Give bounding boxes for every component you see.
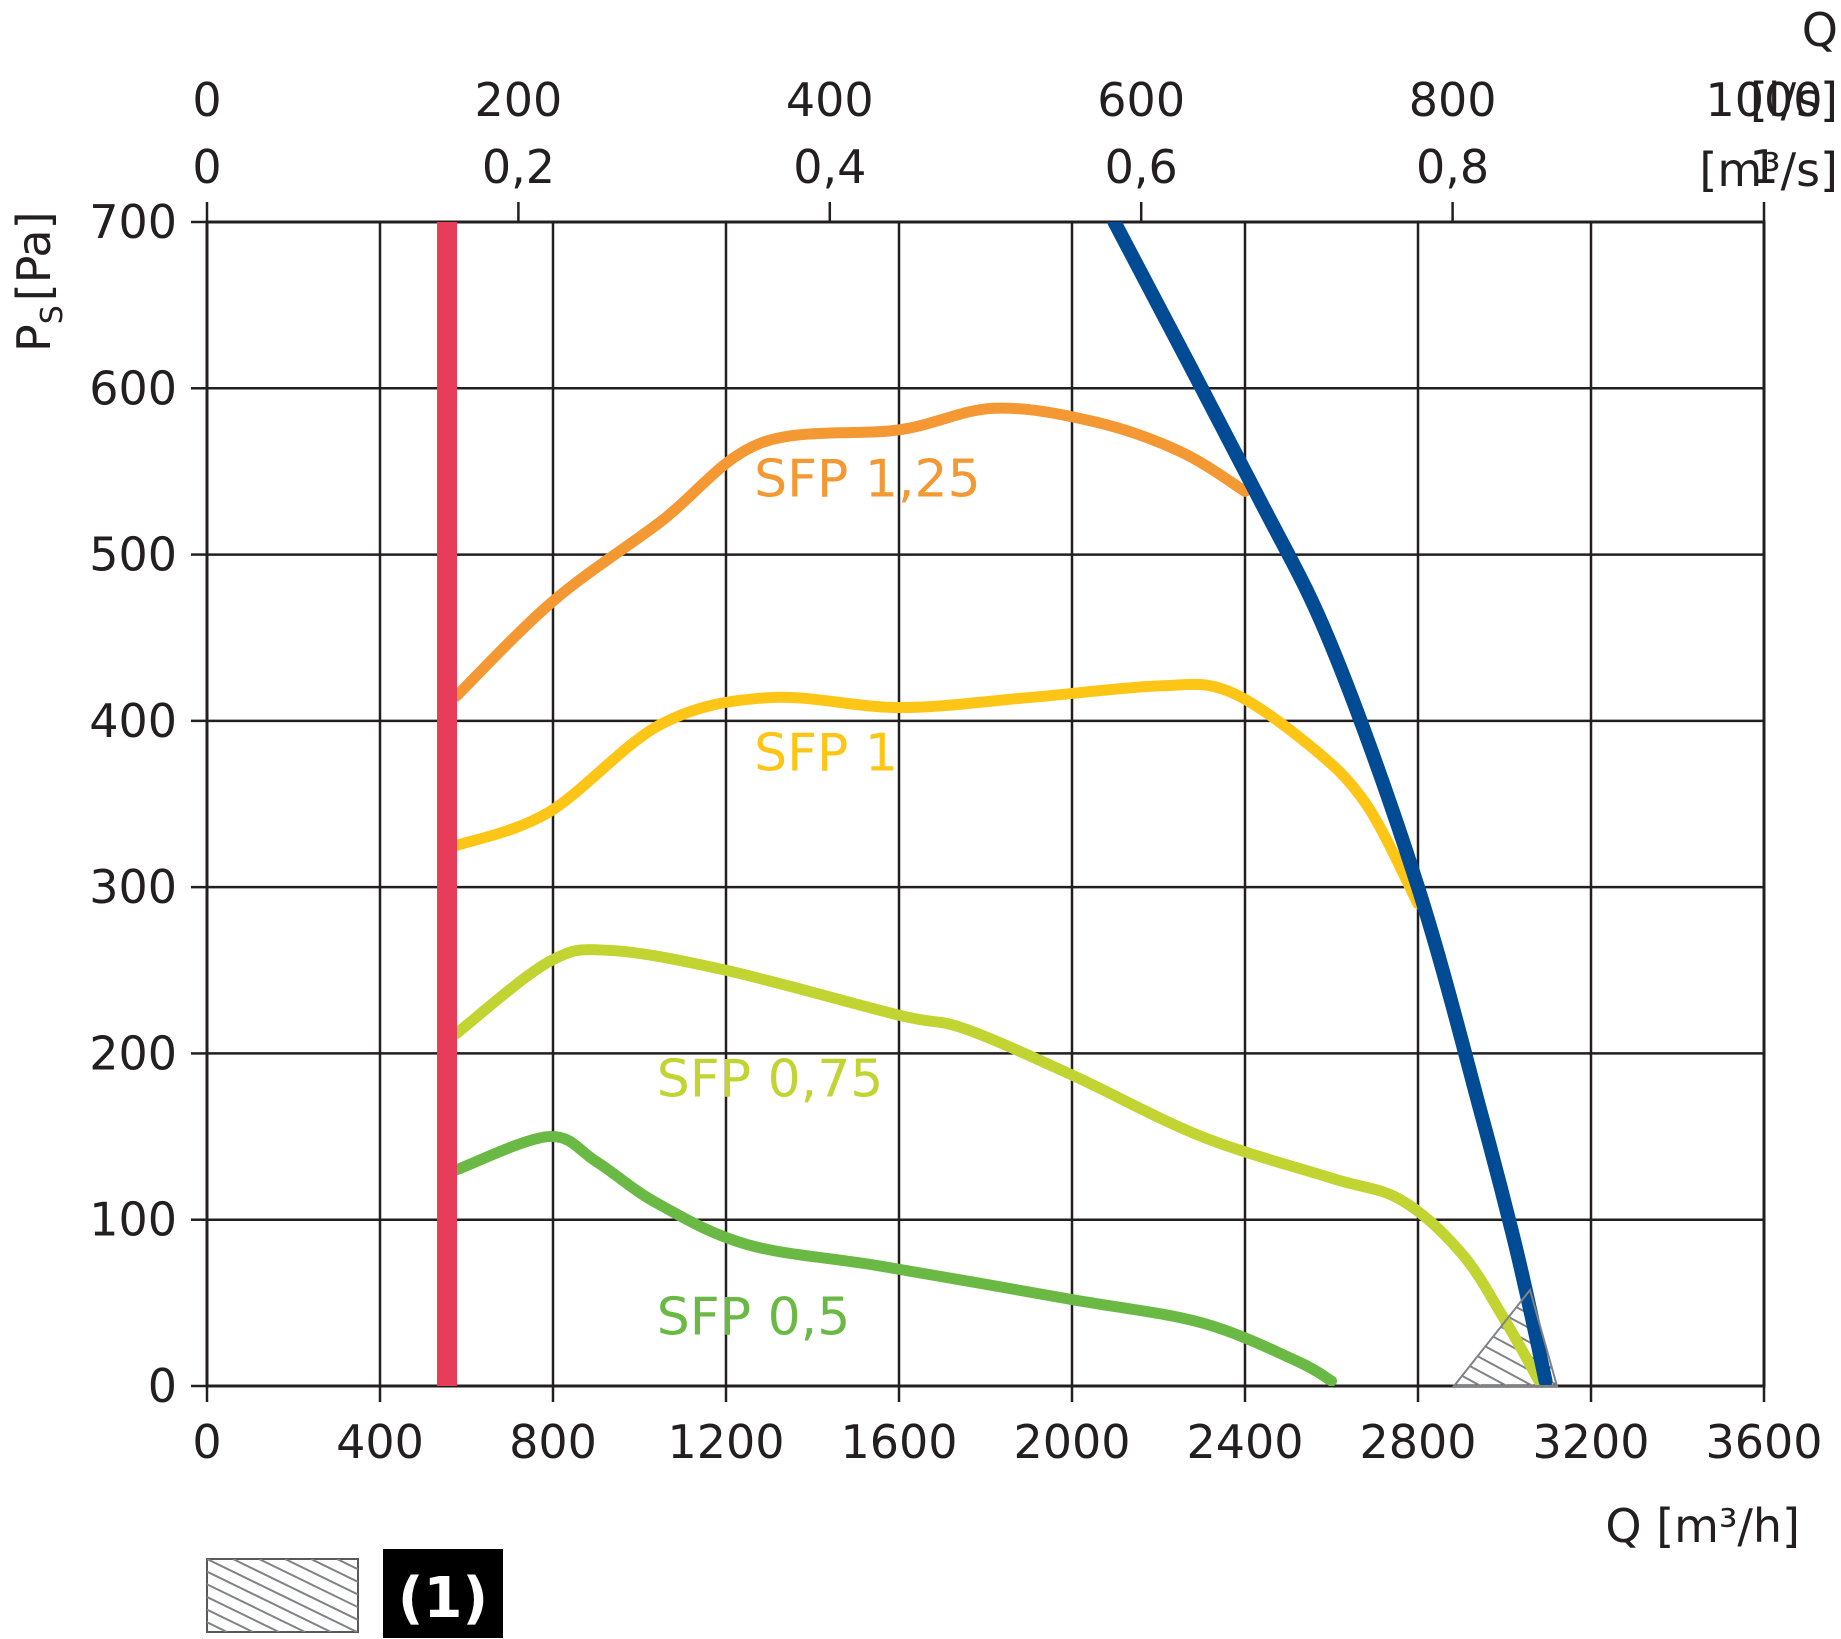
legend-hatch-line [284, 1559, 358, 1596]
series-labels: SFP 1,25 SFP 1 SFP 0,75 SFP 0,5 [657, 449, 981, 1347]
label-sfp-1-25: SFP 1,25 [754, 449, 981, 509]
top-ls-tick-label: 0 [192, 73, 221, 127]
curves [437, 222, 1553, 1386]
legend-hatch-line [207, 1583, 306, 1632]
legend-note-box [383, 1549, 503, 1638]
legend-hatch-line [258, 1559, 358, 1609]
top-ls-tick-label: 1000 [1705, 73, 1822, 127]
y-tick-label: 400 [89, 694, 177, 748]
legend-note-label: (1) [398, 1566, 488, 1631]
top-m3s-tick-label: 1 [1749, 140, 1778, 194]
x-tick-label: 1200 [667, 1415, 784, 1469]
label-sfp-1: SFP 1 [754, 724, 898, 784]
y-tick-label: 200 [89, 1026, 177, 1080]
top-m3s-tick-label: 0 [192, 140, 221, 194]
legend-hatch-line [310, 1559, 358, 1583]
y-axis-label-unit: [Pa] [7, 211, 61, 301]
top-axis-q-label: Q [1802, 3, 1838, 57]
legend-hatch-line [207, 1595, 280, 1632]
series-sfp-0-5 [451, 1131, 1337, 1386]
x-tick-label: 800 [509, 1415, 597, 1469]
top-axis-ls-unit: [l/s] [1750, 73, 1838, 127]
plot-frame [205, 220, 1766, 1388]
y-axis-label-main: P [7, 324, 61, 352]
top-m3s-tick-label: 0,6 [1105, 140, 1178, 194]
top-m3s-tick-label: 0,8 [1416, 140, 1489, 194]
legend-hatch-line [207, 1621, 228, 1632]
legend-hatch-lines [51, 1559, 358, 1632]
svg-text:PS[Pa]: PS [Pa] [7, 211, 70, 352]
x-tick-label: 400 [336, 1415, 424, 1469]
x-tick-label: 2800 [1359, 1415, 1476, 1469]
top-ls-tick-label: 200 [474, 73, 562, 127]
top-ls-tick-label: 600 [1097, 73, 1185, 127]
top-axis-m3s-unit: [m³/s] [1699, 143, 1838, 197]
top-ls-tick-label: 800 [1409, 73, 1497, 127]
legend-hatch-line [207, 1608, 254, 1632]
hatch-outline [1451, 1287, 1559, 1387]
y-tick-label: 100 [89, 1193, 177, 1247]
y-axis-label: PS [Pa] [7, 211, 70, 352]
x-tick-label: 3200 [1532, 1415, 1649, 1469]
y-tick-label: 700 [89, 195, 177, 249]
legend-hatch-line [207, 1559, 358, 1632]
top-ls-tick-label: 400 [786, 73, 874, 127]
series-sfp-0-75 [451, 944, 1545, 1386]
legend-hatch-line [207, 1570, 332, 1632]
series-sfp-1 [451, 678, 1424, 910]
axes: 0 400 800 1200 1600 2000 2400 2800 3200 360001002… [89, 73, 1822, 1469]
x-tick-label: 3600 [1705, 1415, 1822, 1469]
y-tick-label: 0 [148, 1359, 177, 1413]
x-axis-label: Q [m³/h] [1605, 1499, 1800, 1553]
legend-hatch-line [232, 1559, 358, 1621]
label-sfp-0-75: SFP 0,75 [657, 1050, 884, 1110]
series-sfp-1-25 [451, 402, 1251, 702]
x-tick-label: 0 [192, 1415, 221, 1469]
x-tick-label: 2400 [1186, 1415, 1303, 1469]
series-system-curve [1107, 222, 1553, 1386]
y-tick-label: 300 [89, 860, 177, 914]
label-sfp-0-5: SFP 0,5 [657, 1287, 851, 1347]
legend-hatch-line [51, 1559, 201, 1632]
x-tick-label: 2000 [1013, 1415, 1130, 1469]
top-m3s-tick-label: 0,2 [482, 140, 555, 194]
y-tick-label: 500 [89, 528, 177, 582]
y-axis-label-sub: S [35, 305, 70, 324]
y-tick-label: 600 [89, 361, 177, 415]
x-tick-label: 1600 [840, 1415, 957, 1469]
top-m3s-tick-label: 0,4 [793, 140, 866, 194]
